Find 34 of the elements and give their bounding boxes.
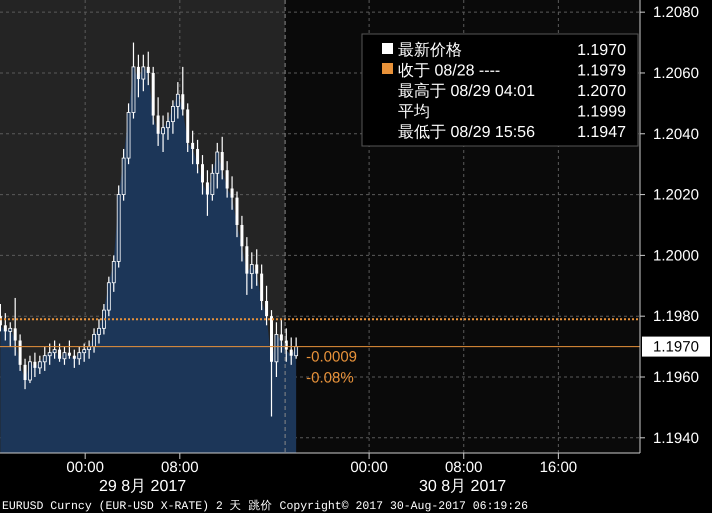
text: 收于 08/28 ---- 1.1979 xyxy=(398,62,626,80)
y-tick-label: 1.1940 xyxy=(653,430,699,447)
y-tick-label: 1.2060 xyxy=(653,64,699,82)
y-tick-label: 1.2040 xyxy=(653,126,699,143)
text: EURUSD Curncy (EUR-USD X-RATE) 2 天 跳价 Copyright© 2017 30-Aug-2017 06:19:26 xyxy=(2,499,528,513)
y-tick-label: 1.2000 xyxy=(653,247,699,264)
candlestick xyxy=(181,66,184,116)
y-tick-label: 1.1980 xyxy=(653,308,699,326)
y-tick-label: 1.1960 xyxy=(653,368,699,386)
annotation: -0.0009 xyxy=(306,348,358,366)
candlestick xyxy=(265,285,268,326)
candlestick xyxy=(191,130,194,165)
candlestick xyxy=(226,160,229,198)
y-tick-label: 1.2080 xyxy=(653,4,699,22)
candlestick xyxy=(146,51,150,86)
candlestick xyxy=(8,322,12,348)
text: 29 8月 2017 xyxy=(98,478,186,495)
candlestick xyxy=(196,139,200,174)
text: 平均 1.1999 xyxy=(398,104,626,120)
x-tick-label: 16:00 xyxy=(540,459,578,476)
x-tick-label: 00:00 xyxy=(350,459,388,476)
candlestick xyxy=(200,154,204,196)
x-tick-label: 00:00 xyxy=(66,459,104,476)
annotation: -0.08% xyxy=(306,370,354,387)
text: 最新价格 1.1970 xyxy=(398,42,626,59)
x-tick-label: 08:00 xyxy=(161,459,199,476)
text: 30 8月 2017 xyxy=(418,478,506,495)
y-tick-label: 1.2020 xyxy=(653,186,699,204)
x-tick-label: 08:00 xyxy=(444,459,483,476)
text: 最高于 08/29 04:01 1.2070 xyxy=(398,83,626,100)
candlestick xyxy=(240,215,244,262)
ref-line-label: 1.1970 xyxy=(653,338,699,356)
text: 最低于 08/29 15:56 1.1947 xyxy=(398,124,626,141)
candlestick xyxy=(230,176,234,210)
